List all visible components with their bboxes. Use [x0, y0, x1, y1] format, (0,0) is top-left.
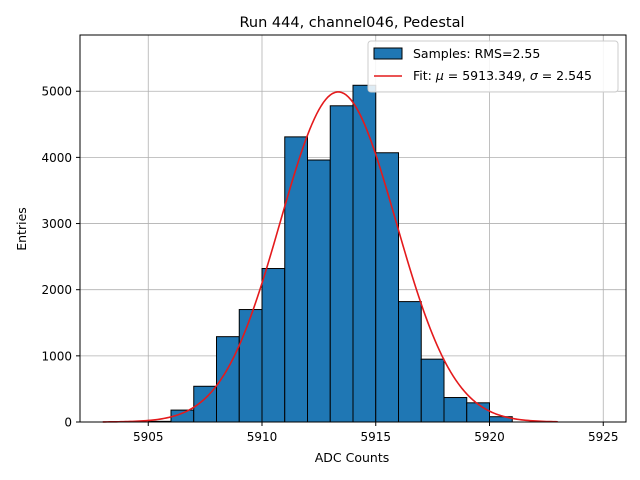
histogram-bar [352, 84, 377, 423]
x-tick-label: 5905 [133, 430, 164, 444]
histogram-bar [443, 397, 468, 423]
gaussian-fit-curve [102, 91, 558, 423]
histogram-bar [307, 159, 331, 423]
chart-title: Run 444, channel046, Pedestal [239, 15, 464, 31]
histogram-bar [261, 268, 286, 423]
histogram-bar [216, 336, 240, 423]
legend-mu-symbol: μ [435, 68, 444, 83]
x-tick-label: 5910 [247, 430, 278, 444]
legend: Samples: RMS=2.55 Fit: μ = 5913.349, σ =… [367, 40, 619, 93]
legend-fit-label: Fit: μ = 5913.349, σ = 2.545 [413, 68, 592, 83]
y-axis-label: Entries [14, 207, 29, 251]
y-tick-label: 2000 [41, 283, 72, 297]
legend-fit-prefix: Fit: [413, 68, 436, 83]
y-axis-ticks: 0 1000 2000 3000 4000 5000 [41, 85, 80, 430]
histogram-bar [238, 309, 263, 423]
x-tick-label: 5920 [474, 430, 505, 444]
histogram-bar [466, 402, 490, 423]
legend-sigma-symbol: σ [530, 68, 539, 83]
histogram-bar [398, 301, 422, 423]
legend-histogram-swatch [373, 47, 403, 60]
y-tick-label: 1000 [41, 349, 72, 363]
legend-histogram-label: Samples: RMS=2.55 [413, 46, 540, 61]
legend-sigma-value: = 2.545 [538, 68, 592, 83]
y-tick-label: 0 [64, 416, 72, 430]
x-axis-label: ADC Counts [315, 450, 390, 465]
legend-mu-value: = 5913.349, [444, 68, 530, 83]
x-tick-label: 5925 [588, 430, 619, 444]
histogram-bar [329, 105, 354, 423]
y-tick-label: 5000 [41, 85, 72, 99]
x-tick-label: 5915 [360, 430, 391, 444]
legend-box [367, 40, 619, 93]
x-axis-ticks: 5905 5910 5915 5920 5925 [133, 422, 619, 444]
y-tick-label: 4000 [41, 151, 72, 165]
plot-frame [79, 34, 627, 423]
y-tick-label: 3000 [41, 217, 72, 231]
histogram-bar [420, 358, 445, 423]
histogram-bars [147, 84, 513, 423]
histogram-bar [284, 136, 308, 423]
